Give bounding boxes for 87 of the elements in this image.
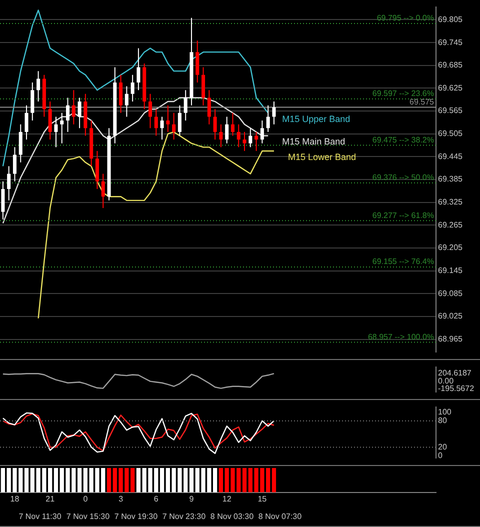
y-tick-label: 69.205	[438, 243, 464, 252]
candlestick	[95, 150, 99, 190]
candlestick	[7, 166, 11, 201]
candlestick	[219, 124, 223, 148]
y-tick-label: 68.965	[438, 334, 464, 344]
candlestick	[178, 104, 182, 136]
candlestick	[202, 66, 206, 106]
candlestick	[78, 97, 82, 129]
y-tick-label: 69.685	[438, 60, 464, 70]
ref-line-label: 68.957 --> 100.0%	[368, 332, 434, 342]
x-tick-label: 15	[258, 494, 268, 504]
y-tick-label: 69.385	[438, 174, 464, 184]
ref-line-label: 69.376 --> 50.0%	[372, 173, 434, 182]
candlestick	[236, 124, 240, 148]
text: 7 Nov 23:30	[161, 512, 207, 520]
candlestick	[12, 146, 16, 182]
y-tick-label: 69.505	[438, 129, 464, 138]
x-tick-label: 12	[222, 494, 232, 504]
y-tick-label: 69.145	[438, 266, 464, 275]
series-label: M15 Upper Band	[282, 114, 350, 124]
candlestick	[254, 131, 258, 152]
y-tick-label: 69.445	[438, 152, 464, 161]
ref-line-label: 69.155 --> 76.4%	[372, 257, 434, 266]
y-tick-label: 0	[438, 451, 443, 460]
candlestick	[196, 40, 200, 83]
candlestick	[207, 90, 211, 125]
candlestick	[266, 104, 270, 132]
x-tick-label: 3	[118, 494, 124, 504]
x-tick-label: 21	[46, 494, 56, 504]
y-tick-label: 69.625	[438, 83, 464, 92]
candlestick	[36, 70, 40, 102]
y-tick-label: 20	[438, 442, 448, 452]
candlestick	[18, 124, 22, 163]
candlestick	[166, 104, 170, 132]
y-tick-label: 0.00	[438, 376, 454, 386]
y-tick-label: 69.565	[438, 106, 464, 116]
text: 8 Nov 03:30	[209, 512, 255, 520]
candlestick	[101, 173, 105, 209]
candlestick	[160, 116, 164, 140]
candlestick	[248, 128, 252, 148]
candlestick	[154, 108, 158, 136]
candlestick	[54, 116, 58, 148]
candlestick	[225, 116, 229, 144]
text: 8 Nov 07:30	[257, 512, 303, 520]
series-label: M15 Main Band	[282, 136, 346, 147]
x-tick-label: 0	[83, 494, 88, 504]
ref-line-label: 69.795 --> 0.0%	[376, 14, 434, 23]
candlestick	[130, 74, 134, 102]
candlestick	[260, 120, 264, 144]
candlestick	[119, 74, 123, 114]
x-tick-label: 9	[189, 494, 194, 504]
candlestick	[230, 112, 234, 136]
series-label: M15 Lower Band	[288, 152, 356, 162]
ref-line-label: 69.475 --> 38.2%	[372, 135, 434, 144]
x-tick-label: 6	[154, 494, 159, 504]
candlestick	[48, 101, 52, 140]
text: 7 Nov 19:30	[113, 512, 159, 520]
candlestick	[213, 108, 217, 140]
candlestick	[272, 101, 276, 125]
candlestick	[72, 90, 76, 125]
candlestick	[1, 180, 5, 220]
text: 7 Nov 11:30	[18, 512, 62, 520]
candlestick	[24, 104, 28, 140]
y-tick-label: 69.805	[438, 14, 464, 24]
candlestick	[124, 86, 128, 118]
y-tick-label: 69.025	[438, 312, 464, 321]
candlestick	[136, 48, 140, 91]
y-tick-label: 69.745	[438, 38, 464, 47]
candlestick	[60, 112, 64, 144]
y-tick-label: -195.5672	[438, 384, 475, 394]
y-tick-label: 100	[438, 407, 452, 416]
ref-line-label: 69.575	[410, 97, 435, 106]
x-tick-label: 18	[10, 494, 20, 504]
y-tick-label: 69.325	[438, 198, 464, 207]
candlestick	[184, 90, 188, 122]
text: 7 Nov 15:30	[65, 512, 111, 520]
y-tick-label: 69.085	[438, 288, 464, 298]
y-tick-label: 69.265	[438, 220, 464, 230]
candlestick	[172, 112, 176, 140]
candlestick	[148, 93, 152, 129]
ref-line-label: 69.597 --> 23.6%	[372, 89, 434, 98]
y-tick-label: 204.6187	[438, 368, 472, 378]
candlestick	[242, 131, 246, 152]
y-tick-label: 80	[438, 416, 448, 426]
candlestick	[66, 97, 70, 132]
candlestick	[30, 82, 34, 122]
ref-line-label: 69.277 --> 61.8%	[372, 210, 434, 220]
